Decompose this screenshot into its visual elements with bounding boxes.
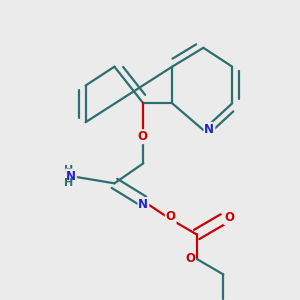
Text: O: O: [138, 130, 148, 143]
Text: H: H: [64, 178, 73, 188]
Text: N: N: [66, 169, 76, 182]
Text: O: O: [185, 252, 195, 266]
Text: H: H: [64, 165, 73, 175]
Text: O: O: [224, 211, 234, 224]
Text: N: N: [138, 198, 148, 211]
Text: N: N: [204, 123, 214, 136]
Text: O: O: [166, 210, 176, 224]
